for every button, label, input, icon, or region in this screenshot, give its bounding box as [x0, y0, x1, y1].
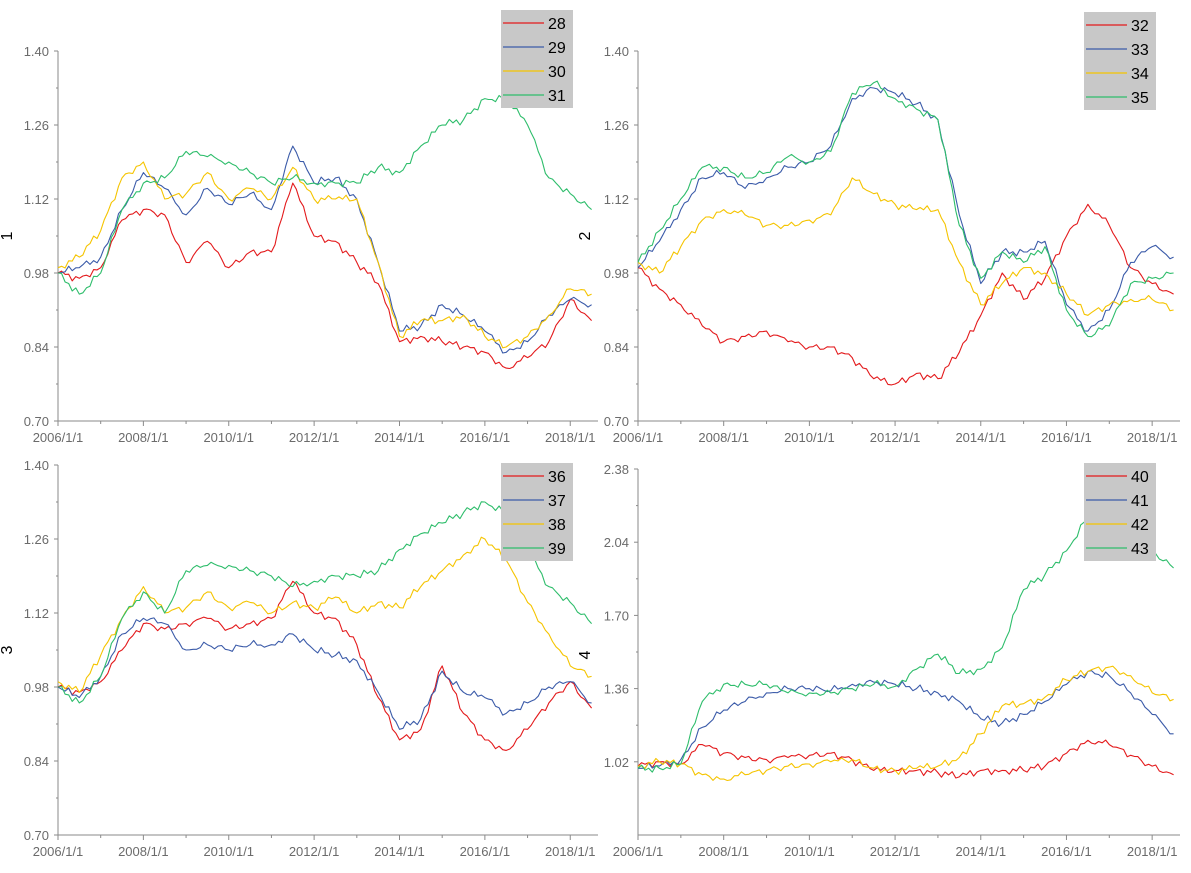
- legend: 28 29 30 31: [501, 10, 573, 108]
- y-tick-label: 0.84: [24, 340, 49, 355]
- legend-label-32: 32: [1131, 18, 1149, 35]
- legend-box: [501, 463, 573, 561]
- x-tick-label: 2012/1/1: [289, 844, 340, 859]
- y-tick-label: 0.70: [604, 414, 629, 429]
- legend-label-39: 39: [548, 541, 566, 558]
- legend-label-36: 36: [548, 469, 566, 486]
- y-axis-label: 2: [577, 231, 594, 240]
- chart-panel-3: 0.70 0.84 0.98 1.12 1.26 1.40 2006/1/1 2008/1/1…: [0, 458, 598, 859]
- x-tick-label: 2010/1/1: [203, 844, 254, 859]
- chart-panel-1: 0.70 0.84 0.98 1.12 1.26 1.40 2006/1/1 2008/1/1…: [0, 10, 598, 445]
- y-tick-label: 1.40: [24, 458, 49, 473]
- legend-label-33: 33: [1131, 42, 1149, 59]
- x-tick-label: 2006/1/1: [613, 430, 664, 445]
- y-tick-label: 1.40: [604, 44, 629, 59]
- y-tick-label: 0.70: [24, 414, 49, 429]
- x-tick-label: 2010/1/1: [784, 844, 835, 859]
- legend-box: [501, 10, 573, 108]
- x-tick-label: 2016/1/1: [460, 430, 511, 445]
- x-tick-label: 2016/1/1: [460, 844, 511, 859]
- y-tick-label: 1.12: [604, 192, 629, 207]
- legend-label-31: 31: [548, 88, 566, 105]
- legend-box: [1084, 12, 1156, 110]
- legend-label-37: 37: [548, 493, 566, 510]
- x-tick-label: 2008/1/1: [118, 430, 169, 445]
- y-tick-label: 0.98: [24, 680, 49, 695]
- legend-label-41: 41: [1131, 493, 1149, 510]
- y-axis-label: 3: [0, 645, 16, 654]
- x-tick-label: 2008/1/1: [698, 430, 749, 445]
- series-line-35: [637, 80, 1174, 338]
- legend-label-35: 35: [1131, 90, 1149, 107]
- legend: 32 33 34 35: [1084, 12, 1156, 110]
- series-line-30: [57, 161, 592, 349]
- legend: 36 37 38 39: [501, 463, 573, 561]
- series-line-34: [637, 177, 1174, 316]
- y-tick-label: 1.12: [24, 192, 49, 207]
- x-tick-label: 2018/1/1: [545, 430, 596, 445]
- legend-label-43: 43: [1131, 541, 1149, 558]
- x-tick-label: 2014/1/1: [374, 430, 425, 445]
- y-tick-label: 2.38: [604, 462, 629, 477]
- y-tick-label: 0.98: [604, 266, 629, 281]
- y-tick-label: 1.26: [24, 118, 49, 133]
- x-tick-label: 2008/1/1: [698, 844, 749, 859]
- chart-panel-4: 1.02 1.36 1.70 2.04 2.38 2006/1/1 2008/1/1 2010…: [577, 462, 1180, 859]
- y-tick-label: 1.26: [604, 118, 629, 133]
- series-line-42: [637, 665, 1174, 782]
- x-tick-label: 2018/1/1: [1127, 844, 1178, 859]
- y-tick-label: 1.26: [24, 532, 49, 547]
- x-tick-label: 2018/1/1: [545, 844, 596, 859]
- legend-label-30: 30: [548, 64, 566, 81]
- x-tick-label: 2010/1/1: [203, 430, 254, 445]
- y-tick-label: 0.84: [604, 340, 629, 355]
- x-tick-label: 2016/1/1: [1041, 844, 1092, 859]
- x-tick-label: 2016/1/1: [1041, 430, 1092, 445]
- series-line-31: [57, 94, 592, 295]
- y-tick-label: 1.70: [604, 608, 629, 623]
- series-line-28: [57, 182, 592, 370]
- legend: 40 41 42 43: [1084, 463, 1156, 561]
- x-tick-label: 2012/1/1: [289, 430, 340, 445]
- y-tick-label: 1.12: [24, 606, 49, 621]
- legend-label-34: 34: [1131, 66, 1149, 83]
- series-line-37: [57, 617, 592, 730]
- y-tick-label: 1.36: [604, 682, 629, 697]
- x-tick-label: 2010/1/1: [784, 430, 835, 445]
- series-line-29: [57, 145, 592, 354]
- x-tick-label: 2006/1/1: [613, 844, 664, 859]
- y-axis-label: 1: [0, 231, 16, 240]
- series-line-32: [637, 203, 1174, 386]
- y-tick-label: 1.40: [24, 44, 49, 59]
- x-tick-label: 2014/1/1: [955, 430, 1006, 445]
- chart-panel-2: 0.70 0.84 0.98 1.12 1.26 1.40 2006/1/1 2008/1/1…: [577, 12, 1180, 445]
- series-line-33: [637, 86, 1174, 332]
- x-tick-label: 2006/1/1: [33, 844, 84, 859]
- legend-label-42: 42: [1131, 517, 1149, 534]
- x-tick-label: 2014/1/1: [374, 844, 425, 859]
- y-tick-label: 0.98: [24, 266, 49, 281]
- x-tick-label: 2012/1/1: [870, 844, 921, 859]
- series-line-41: [638, 670, 1174, 769]
- x-tick-label: 2018/1/1: [1127, 430, 1178, 445]
- y-tick-label: 0.70: [24, 828, 49, 843]
- series-line-40: [637, 739, 1174, 779]
- series-line-36: [57, 580, 593, 751]
- legend-label-28: 28: [548, 16, 566, 33]
- x-tick-label: 2014/1/1: [955, 844, 1006, 859]
- y-tick-label: 1.02: [604, 755, 629, 770]
- legend-label-29: 29: [548, 40, 566, 57]
- legend-box: [1084, 463, 1156, 561]
- y-axis-label: 4: [577, 650, 594, 659]
- y-tick-label: 2.04: [604, 535, 629, 550]
- y-tick-label: 0.84: [24, 754, 49, 769]
- x-tick-label: 2006/1/1: [33, 430, 84, 445]
- legend-label-40: 40: [1131, 469, 1149, 486]
- legend-label-38: 38: [548, 517, 566, 534]
- x-tick-label: 2012/1/1: [870, 430, 921, 445]
- x-tick-label: 2008/1/1: [118, 844, 169, 859]
